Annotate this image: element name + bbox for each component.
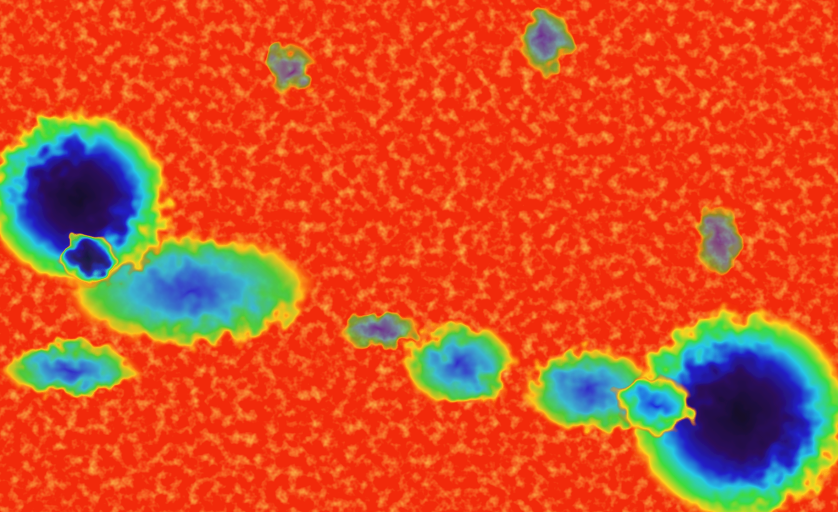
plage-patch	[0, 340, 140, 400]
plage-patch	[335, 310, 425, 350]
sunspot-right	[625, 305, 838, 512]
plage-patch	[400, 320, 520, 410]
plage-patch	[265, 40, 315, 100]
plage-patch	[695, 200, 745, 280]
sunspots	[0, 108, 838, 512]
plage-patch	[515, 5, 575, 75]
sunspot-right-companion	[615, 375, 695, 435]
sunspot-left-tail	[58, 234, 118, 282]
sunspot-left	[0, 108, 173, 288]
